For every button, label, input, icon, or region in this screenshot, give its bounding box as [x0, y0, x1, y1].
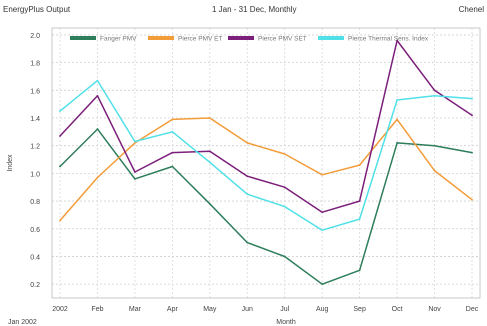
data-point [96, 79, 99, 82]
data-point [208, 150, 211, 153]
y-tick-label: 1.2 [30, 144, 40, 151]
data-point [171, 151, 174, 154]
data-point [134, 142, 136, 144]
legend-swatch [148, 36, 174, 40]
data-point [246, 142, 249, 144]
data-point [396, 39, 398, 42]
data-point [358, 269, 361, 272]
data-point [134, 140, 136, 143]
data-point [358, 164, 361, 166]
x-tick-label: Sep [353, 306, 366, 313]
data-point [283, 186, 286, 189]
report-location: Chenel [458, 5, 484, 14]
data-point [246, 193, 249, 196]
data-point [171, 130, 174, 133]
data-point [59, 219, 61, 222]
legend-label: Fanger PMV [100, 36, 137, 43]
x-tick-label: Dec [466, 306, 479, 313]
y-tick-label: 0.8 [30, 199, 40, 206]
report-title: EnergyPlus Output [3, 5, 71, 14]
data-point [96, 176, 99, 179]
data-point [208, 117, 211, 119]
data-point [59, 135, 61, 137]
x-tick-label: Feb [91, 306, 103, 313]
x-tick-label: Aug [316, 306, 329, 313]
x-tick-label: Apr [167, 306, 179, 313]
data-point [246, 241, 249, 244]
data-point [433, 169, 436, 172]
legend-swatch [228, 36, 254, 40]
x-axis-sub-label: Jan 2002 [8, 319, 37, 326]
data-point [283, 255, 286, 258]
series-line [59, 128, 473, 285]
y-tick-label: 1.0 [30, 171, 40, 178]
series-line [59, 79, 473, 231]
date-range: 1 Jan - 31 Dec, Monthly [212, 5, 297, 14]
data-point [433, 89, 436, 92]
x-tick-label: Nov [428, 306, 441, 313]
y-axis-label: Index [7, 154, 14, 172]
y-tick-label: 0.6 [30, 227, 40, 234]
x-tick-label: May [203, 306, 217, 313]
data-point [208, 161, 211, 164]
data-point [471, 114, 473, 117]
legend-label: Pierce PMV SET [258, 36, 307, 43]
data-point [396, 99, 398, 101]
x-tick-label: 2002 [52, 306, 68, 313]
y-tick-label: 1.4 [30, 116, 40, 123]
y-tick-label: 1.8 [30, 61, 40, 68]
data-point [59, 110, 61, 112]
data-point [471, 151, 473, 154]
x-tick-label: Oct [392, 306, 403, 313]
data-point [96, 94, 99, 97]
data-point [283, 205, 286, 208]
x-axis-label: Month [276, 319, 296, 326]
legend-label: Pierce PMV ET [178, 36, 222, 43]
data-point [396, 118, 398, 121]
data-point [171, 118, 174, 121]
data-point [433, 144, 436, 147]
data-point [321, 211, 324, 214]
x-tick-label: Mar [129, 306, 142, 313]
legend-label: Pierce Thermal Sens. Index [348, 36, 429, 43]
legend-swatch [318, 36, 344, 40]
data-point [246, 175, 249, 178]
series-line [59, 39, 473, 213]
legend-swatch [70, 36, 96, 40]
data-point [208, 202, 211, 205]
line-chart: 2.0 1.8 1.6 1.4 1.2 1.0 0.8 0.6 0.4 0.2 2002 Feb Mar… [7, 27, 481, 326]
x-tick-label: Jul [280, 306, 289, 313]
data-point [433, 94, 436, 97]
data-point [283, 153, 286, 155]
data-point [471, 198, 473, 201]
report-header: EnergyPlus Output 1 Jan - 31 Dec, Monthl… [0, 0, 487, 20]
data-point [396, 142, 398, 144]
data-point [321, 283, 324, 286]
plot-frame [51, 27, 481, 299]
data-point [321, 229, 324, 232]
data-point [134, 178, 136, 180]
x-tick-label: Jun [242, 306, 253, 313]
data-point [59, 165, 61, 168]
data-point [321, 173, 324, 176]
y-tick-label: 0.2 [30, 282, 40, 289]
data-point [134, 171, 136, 173]
data-point [358, 200, 361, 202]
data-point [358, 218, 361, 220]
data-point [96, 128, 99, 130]
y-tick-label: 1.6 [30, 88, 40, 95]
y-tick-label: 0.4 [30, 254, 40, 261]
y-tick-label: 2.0 [30, 33, 40, 40]
data-point [471, 97, 473, 100]
series-line [59, 117, 473, 221]
data-point [171, 165, 174, 168]
